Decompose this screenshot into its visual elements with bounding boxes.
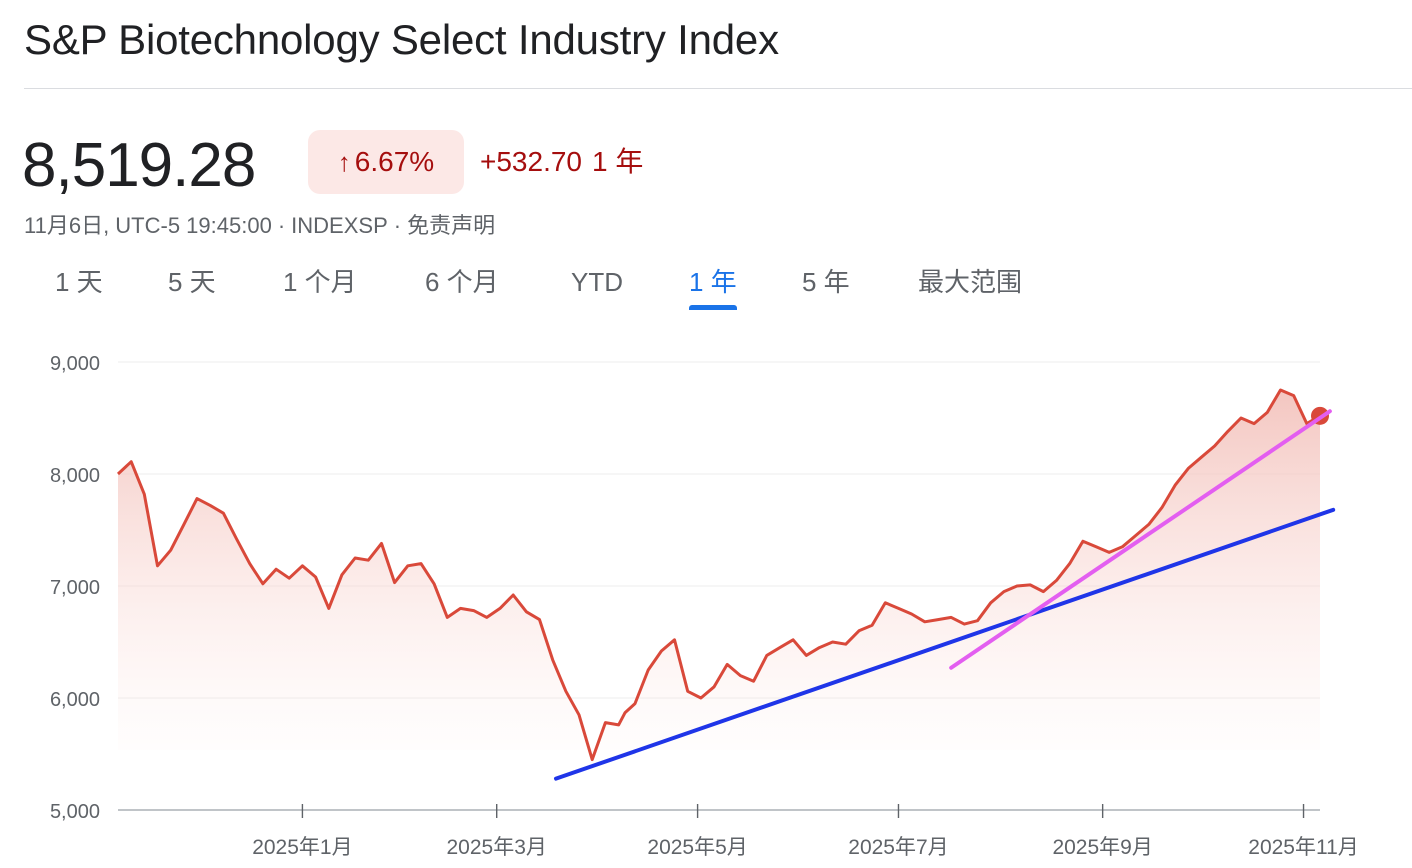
y-tick-label: 9,000 [50, 353, 100, 375]
quote-datetime: 11月6日, UTC-5 19:45:00 [24, 213, 272, 238]
arrow-up-icon: ↑ [337, 146, 351, 177]
x-tick-label: 2025年3月 [447, 836, 547, 859]
page-title: S&P Biotechnology Select Industry Index [24, 16, 779, 63]
disclaimer-link[interactable]: 免责声明 [407, 213, 496, 238]
x-tick-label: 2025年9月 [1052, 836, 1152, 859]
tab-1-month[interactable]: 1 个月 [283, 267, 357, 297]
price-chart[interactable]: 5,000 6,000 7,000 8,000 9,000 2025年1月 2025年3月… [0, 330, 1412, 868]
y-tick-label: 6,000 [50, 689, 100, 711]
y-tick-label: 7,000 [50, 577, 100, 599]
trendline-blue [553, 507, 1336, 781]
change-period-label: 1 年 [592, 146, 644, 177]
x-axis: 2025年1月 2025年3月 2025年5月 2025年7月 2025年9月 2025年… [252, 804, 1359, 859]
tab-1-day[interactable]: 1 天 [55, 267, 103, 297]
x-tick-label: 2025年11月 [1248, 836, 1359, 859]
header-divider [24, 88, 1412, 89]
y-tick-label: 5,000 [50, 801, 100, 823]
y-axis: 5,000 6,000 7,000 8,000 9,000 [50, 353, 100, 823]
tab-max[interactable]: 最大范围 [918, 267, 1023, 297]
absolute-change: +532.70 1 年 [480, 142, 653, 182]
y-tick-label: 8,000 [50, 465, 100, 487]
current-price: 8,519.28 [22, 131, 256, 200]
x-tick-label: 2025年7月 [848, 836, 948, 859]
trendlines [553, 409, 1336, 781]
range-tabs: 1 天 5 天 1 个月 6 个月 YTD 1 年 5 年 最大范围 [0, 262, 1100, 312]
absolute-change-value: +532.70 [480, 146, 582, 177]
exchange-label: INDEXSP [291, 213, 388, 238]
price-area [118, 390, 1320, 760]
x-tick-label: 2025年1月 [252, 836, 352, 859]
tab-5-years[interactable]: 5 年 [802, 267, 850, 297]
price-line [116, 388, 1321, 762]
tab-1-year[interactable]: 1 年 [689, 262, 737, 310]
percent-change-badge: ↑ 6.67% [308, 130, 464, 194]
tab-5-days[interactable]: 5 天 [168, 267, 216, 297]
percent-change-value: 6.67% [354, 146, 435, 177]
trendline-magenta [949, 409, 1332, 670]
x-tick-label: 2025年5月 [647, 836, 747, 859]
tab-ytd[interactable]: YTD [571, 267, 623, 297]
tab-6-months[interactable]: 6 个月 [425, 267, 499, 297]
quote-meta: 11月6日, UTC-5 19:45:00 · INDEXSP · 免责声明 [24, 213, 496, 238]
